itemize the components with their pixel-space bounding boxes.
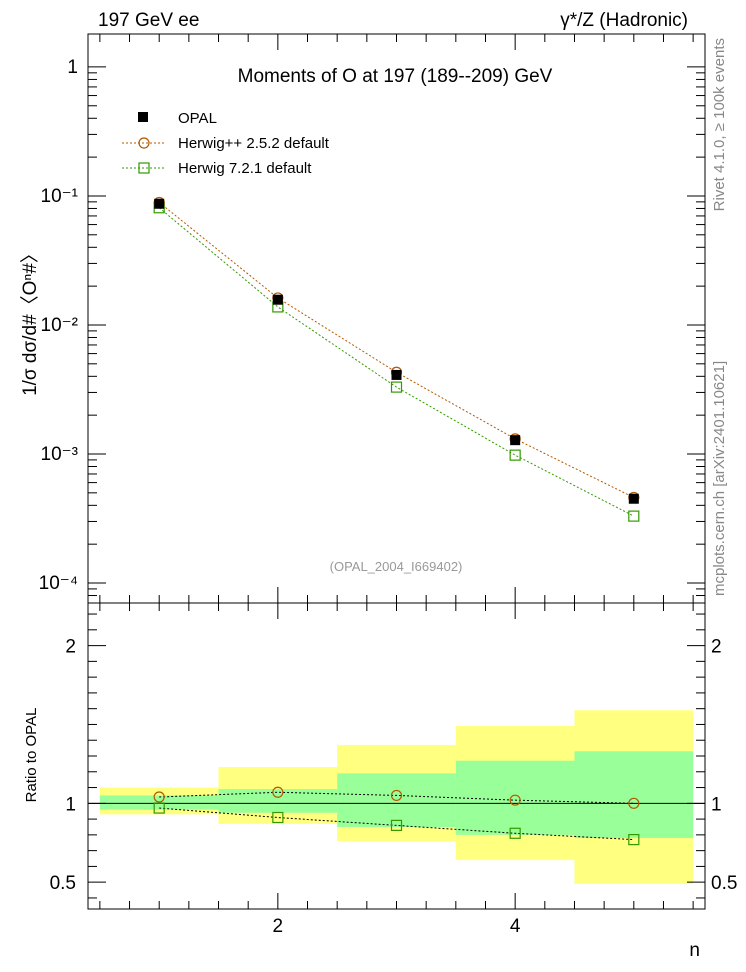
herwig7-point (509, 449, 521, 461)
legend-herwig7-label: Herwig 7.2.1 default (178, 160, 312, 177)
main-y-tick-label: 1 (67, 57, 78, 78)
main-plot-area: 10⁻⁴ 10⁻³ 10⁻² 10⁻¹ 1 (39, 34, 705, 604)
header-process-label: γ*/Z (Hadronic) (560, 10, 688, 31)
main-y-tick-label: 10⁻³ (41, 444, 79, 465)
herwig7-point (628, 510, 640, 522)
ratio-y-tick-label: 1 (65, 794, 76, 815)
main-y-axis-label: 1/σ dσ/d#〈Oⁿ#〉 (19, 244, 41, 396)
main-y-tick-label: 10⁻¹ (41, 186, 79, 207)
ratio-herwig7-point (153, 802, 165, 814)
ratio-herwig7-point (272, 811, 284, 824)
main-panel: 10⁻⁴ 10⁻³ 10⁻² 10⁻¹ 1 Moments of O at 197 (1… (19, 33, 706, 604)
opal-data-point (628, 493, 639, 504)
legend: OPAL Herwig++ 2.5.2 default Herwig 7.2.1… (122, 110, 330, 177)
x-tick-label: 4 (510, 916, 521, 937)
ratio-y-tick-label: 0.5 (50, 873, 76, 894)
ratio-series-line-1 (159, 807, 634, 841)
ratio-y-tick-label-right: 2 (711, 637, 722, 658)
ratio-plot-area: 0.5 0.5 1 1 2 2 2 4 (50, 603, 737, 937)
ratio-herwig7-point (509, 827, 521, 839)
legend-herwigpp-marker (138, 137, 150, 149)
ratio-y-axis-label: Ratio to OPAL (23, 708, 40, 803)
ratio-herwigpp-point (390, 789, 403, 802)
legend-herwigpp-label: Herwig++ 2.5.2 default (178, 135, 330, 152)
rivet-version-label: Rivet 4.1.0, ≥ 100k events (711, 38, 728, 211)
series-line-2 (158, 207, 635, 517)
opal-data-point (272, 294, 283, 305)
ratio-herwig7-point (390, 819, 403, 832)
green-uncertainty-band (574, 751, 694, 839)
ratio-herwig7-point (628, 833, 640, 846)
legend-opal-marker (138, 112, 148, 122)
green-uncertainty-band (455, 760, 575, 835)
ratio-herwigpp-point (509, 794, 521, 806)
ratio-panel-frame (87, 602, 706, 910)
ratio-herwigpp-point (628, 797, 640, 809)
ratio-herwigpp-point (153, 791, 165, 803)
header-energy-label: 197 GeV ee (98, 10, 199, 31)
ratio-y-tick-label-right: 1 (711, 794, 722, 815)
ratio-panel: 0.5 0.5 1 1 2 2 2 4 Ratio to OPAL n (23, 602, 737, 961)
x-axis-label: n (689, 940, 700, 961)
mcplots-label: mcplots.cern.ch [arXiv:2401.10621] (711, 361, 728, 596)
x-tick-label: 2 (273, 916, 284, 937)
plot-title: Moments of O at 197 (189--209) GeV (238, 66, 553, 87)
ratio-herwigpp-point (272, 786, 284, 798)
ratio-series-line-0 (159, 791, 634, 804)
opal-data-point (510, 435, 521, 446)
herwig7-point (390, 381, 403, 393)
series-line-1 (158, 202, 635, 498)
opal-data-point (391, 369, 402, 380)
main-y-tick-label: 10⁻² (41, 315, 79, 336)
legend-opal-label: OPAL (178, 110, 217, 127)
analysis-id-label: (OPAL_2004_I669402) (330, 559, 463, 574)
opal-data-point (154, 198, 165, 209)
main-y-tick-label: 10⁻⁴ (39, 573, 78, 594)
legend-herwig7-marker (138, 162, 150, 174)
ratio-y-tick-label: 2 (65, 637, 76, 658)
green-uncertainty-band (218, 789, 338, 813)
ratio-y-tick-label-right: 0.5 (711, 873, 737, 894)
